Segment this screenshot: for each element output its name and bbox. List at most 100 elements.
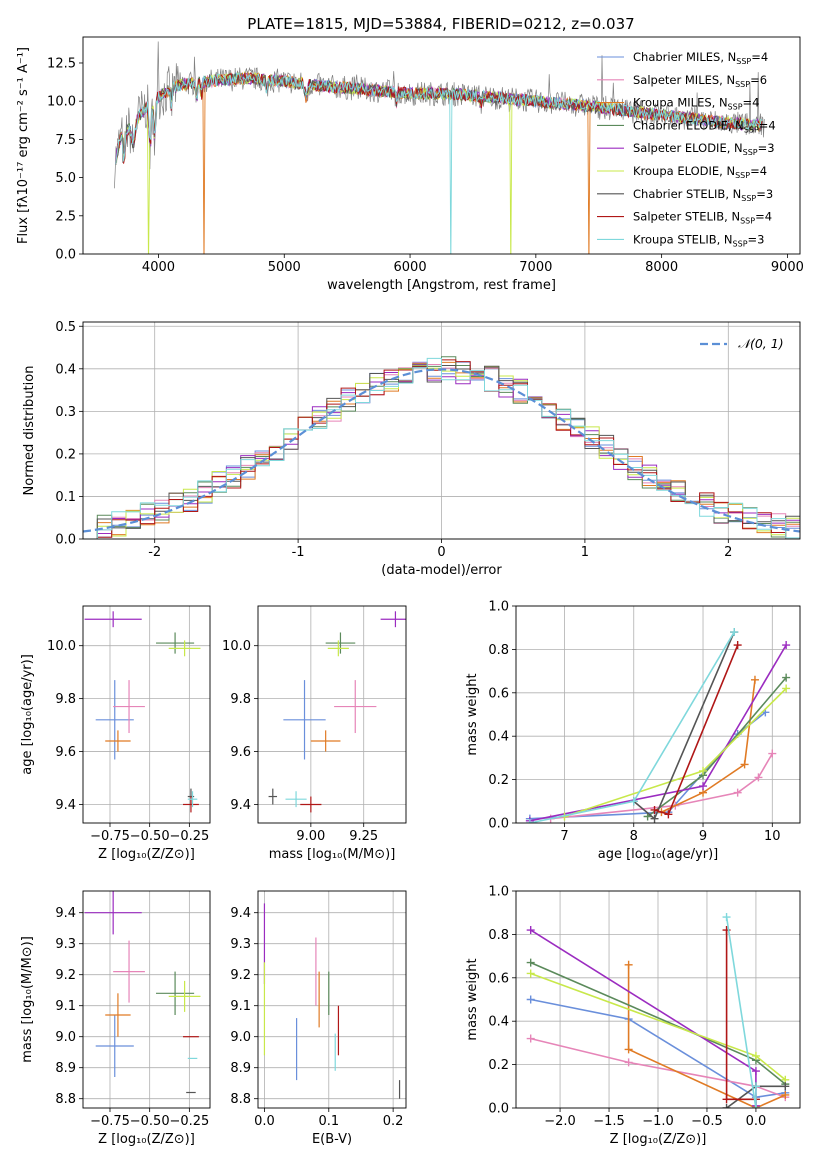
y-tick-label: 0.4 [488, 1015, 509, 1030]
weight-marker [782, 641, 791, 650]
x-tick-label: 0.2 [383, 1114, 404, 1129]
errorbar-point-4 [84, 611, 142, 628]
y-tick-label: 0.8 [488, 928, 509, 943]
axes-frame [82, 321, 801, 540]
weight-marker [526, 1034, 535, 1043]
mass-weight-vs-Z-plot-area [526, 913, 790, 1108]
y-tick-label: 0.4 [55, 362, 76, 377]
spectrum-legend: Chabrier MILES, NSSP=4 Salpeter MILES, NS… [597, 50, 776, 248]
model-spectrum-7 [115, 72, 763, 165]
weight-marker [624, 960, 633, 969]
weight-marker [525, 819, 534, 823]
y-tick-label: 9.2 [230, 968, 251, 983]
weight-marker [526, 969, 535, 978]
mass-weight-vs-age-axes: 7 8 9 10 0.0 0.2 0.4 0.6 0.8 1.0 age [log₁₀(age/yr… [465, 600, 801, 862]
normal-reference-curve [83, 368, 800, 533]
weight-marker [664, 810, 673, 819]
plot-layer: 4000 5000 6000 7000 8000 90000.02.55.07.510.0… [16, 36, 804, 1147]
errorbar-point-1 [113, 680, 145, 734]
weight-marker [650, 805, 659, 814]
y-tick-label: 9.8 [55, 692, 76, 707]
y-tick-label: 8.8 [230, 1092, 251, 1107]
y-tick-label: 0.0 [55, 533, 76, 548]
y-tick-label: 9.0 [55, 1030, 76, 1045]
y-tick-label: 0.3 [55, 405, 76, 420]
weight-marker [733, 788, 742, 797]
errorbar-point-7 [300, 796, 322, 813]
x-tick-label: 8 [630, 829, 638, 844]
axes-frame [82, 36, 801, 255]
errorbar-point-0 [283, 680, 326, 760]
errorbar-point-2 [105, 730, 131, 752]
legend-label: 𝒩(0, 1) [738, 336, 784, 351]
x-axis-label: Z [log₁₀(Z/Z⊙)] [98, 847, 195, 862]
weight-marker [782, 684, 791, 693]
weight-series-2 [627, 964, 786, 1108]
x-tick-label: 4000 [142, 260, 175, 275]
y-tick-label: 8.9 [55, 1061, 76, 1076]
weight-marker [699, 766, 708, 775]
x-tick-label: 0.1 [318, 1114, 339, 1129]
y-tick-label: 0.1 [55, 490, 76, 505]
x-tick-label: 0.0 [254, 1114, 275, 1129]
errorbar-point-5 [327, 640, 349, 657]
weight-marker [699, 782, 708, 791]
weight-marker [751, 1104, 760, 1108]
x-tick-label: −1.5 [593, 1114, 625, 1129]
x-tick-label: 0 [437, 545, 445, 560]
x-tick-label: −0.50 [130, 829, 170, 844]
mass-weight-vs-age-plot-area [525, 628, 791, 823]
legend-label: Kroupa MILES, NSSP=4 [633, 96, 759, 112]
axes-frame [257, 890, 407, 1109]
errorbar-point-8 [187, 791, 198, 808]
y-tick-label: 12.5 [47, 56, 76, 71]
y-tick-label: 10.0 [47, 95, 76, 110]
y-tick-label: 0.2 [488, 773, 509, 788]
weight-marker [624, 1058, 633, 1067]
y-tick-label: 9.6 [55, 745, 76, 760]
y-tick-label: 0.5 [55, 320, 76, 335]
x-tick-label: −0.75 [90, 1114, 130, 1129]
axes-frame [515, 890, 801, 1109]
x-tick-label: −1.0 [642, 1114, 674, 1129]
x-tick-label: −0.25 [169, 1114, 209, 1129]
errorbar-point-3 [156, 632, 195, 654]
legend-label: Salpeter ELODIE, NSSP=3 [633, 141, 775, 157]
weight-marker [754, 773, 763, 782]
y-tick-label: 9.1 [55, 999, 76, 1014]
x-tick-label: 1 [581, 545, 589, 560]
y-tick-label: 2.5 [55, 209, 76, 224]
x-tick-label: 9 [699, 829, 707, 844]
weight-marker [768, 749, 777, 758]
y-tick-label: 10.0 [47, 639, 76, 654]
weight-series-0 [529, 711, 766, 820]
age-vs-mass-axes: 9.00 9.25 9.4 9.6 9.8 10.0 mass [log₁₀(M/M⊙)] [222, 605, 407, 862]
errorbar-point-3 [325, 632, 356, 654]
weight-marker [750, 675, 759, 684]
errorbar-point-4 [84, 891, 142, 935]
weight-marker [722, 913, 731, 922]
mass-vs-EBV-axes: 0.0 0.1 0.2 8.8 8.9 9.0 9.1 9.2 9.3 9.4 E(B-V) [230, 890, 407, 1147]
y-tick-label: 9.4 [230, 798, 251, 813]
y-axis-label: mass weight [465, 958, 480, 1040]
y-axis-label: age [log₁₀(age/yr)] [20, 654, 35, 775]
x-tick-label: 2 [724, 545, 732, 560]
errorbar-point-0 [95, 1015, 134, 1077]
x-axis-label: Z [log₁₀(Z/Z⊙)] [98, 1132, 195, 1147]
x-tick-label: −0.25 [169, 829, 209, 844]
weight-marker [781, 1082, 790, 1091]
y-tick-label: 1.0 [488, 600, 509, 615]
y-tick-label: 9.6 [230, 745, 251, 760]
y-tick-label: 7.5 [55, 133, 76, 148]
y-tick-label: 9.3 [55, 937, 76, 952]
x-tick-label: 7000 [519, 260, 552, 275]
x-tick-label: -2 [148, 545, 161, 560]
figure-title: PLATE=1815, MJD=53884, FIBERID=0212, z=0… [247, 15, 634, 33]
weight-marker [751, 1067, 760, 1076]
x-tick-label: 5000 [268, 260, 301, 275]
x-tick-label: 8000 [645, 260, 678, 275]
weight-marker [730, 628, 739, 637]
mass-vs-Z-axes: −0.75 −0.50 −0.25 8.8 8.9 9.0 9.1 9.2 9.3 9.4 Z [l… [20, 890, 211, 1147]
x-tick-label: −0.50 [130, 1114, 170, 1129]
weight-marker [751, 1082, 760, 1091]
